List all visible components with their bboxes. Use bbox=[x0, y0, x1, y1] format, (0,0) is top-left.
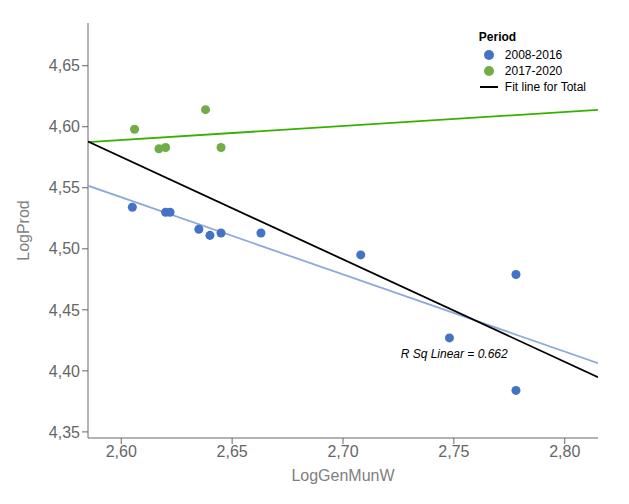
html-text:2017-2020: 2017-2020 bbox=[504, 64, 563, 78]
svg-text:4,45: 4,45 bbox=[49, 302, 80, 319]
svg-text:4,60: 4,60 bbox=[49, 118, 80, 135]
svg-text:4,55: 4,55 bbox=[49, 179, 80, 196]
svg-text:4,40: 4,40 bbox=[49, 363, 80, 380]
svg-text:2,75: 2,75 bbox=[438, 443, 469, 460]
svg-text:LogProd: LogProd bbox=[15, 200, 32, 261]
svg-text:R Sq Linear = 0.662: R Sq Linear = 0.662 bbox=[401, 347, 508, 361]
svg-text:4,50: 4,50 bbox=[49, 240, 80, 257]
html-text:Period: Period bbox=[478, 30, 517, 44]
svg-text:4,65: 4,65 bbox=[49, 57, 80, 74]
svg-text:2,80: 2,80 bbox=[549, 443, 580, 460]
html-text:2008-2016: 2008-2016 bbox=[504, 48, 563, 62]
html-text:Fit line for Total: Fit line for Total bbox=[504, 80, 586, 94]
svg-text:LogGenMunW: LogGenMunW bbox=[291, 467, 395, 484]
svg-text:2,70: 2,70 bbox=[327, 443, 358, 460]
svg-text:2,60: 2,60 bbox=[106, 443, 137, 460]
svg-text:4,35: 4,35 bbox=[49, 424, 80, 441]
svg-text:2,65: 2,65 bbox=[217, 443, 248, 460]
